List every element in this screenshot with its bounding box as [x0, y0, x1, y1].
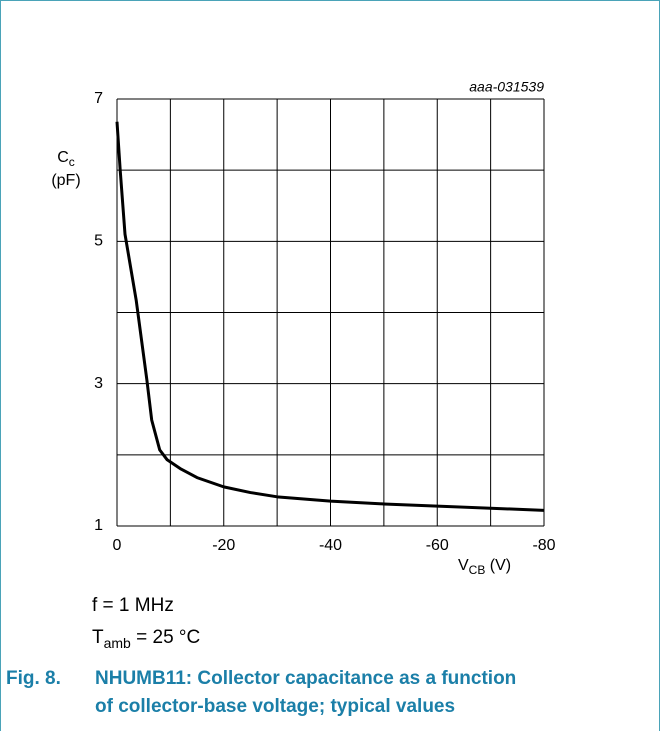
condition: Tamb = 25 °C [92, 627, 200, 651]
x-symbol: V [458, 557, 469, 574]
y-tick-label: 7 [94, 90, 103, 107]
figure-code: aaa-031539 [469, 79, 544, 95]
condition: f = 1 MHz [92, 595, 174, 616]
y-tick-label: 3 [94, 375, 103, 392]
y-axis-label: Cc [57, 149, 75, 169]
x-tick-label: -40 [319, 537, 342, 554]
y-tick-label: 1 [94, 517, 103, 534]
x-axis-label: VCB (V) [458, 557, 511, 577]
curve [115, 121, 545, 512]
x-tick-label: -80 [532, 537, 555, 554]
cond-symbol: T [92, 627, 104, 648]
caption-line: NHUMB11: Collector capacitance as a func… [95, 668, 516, 689]
cond-subscript: amb [104, 635, 131, 651]
x-tick-label: -60 [426, 537, 449, 554]
caption-number: Fig. 8. [6, 668, 61, 689]
x-subscript: CB [469, 563, 486, 577]
x-unit: (V) [490, 557, 511, 574]
x-tick-label: 0 [113, 537, 122, 554]
x-tick-label: -20 [212, 537, 235, 554]
y-symbol: C [57, 149, 69, 166]
y-tick-label: 5 [94, 233, 103, 250]
cond-text: = 25 °C [131, 627, 200, 648]
caption-line: of collector-base voltage; typical value… [95, 696, 455, 717]
y-axis-unit: (pF) [51, 172, 80, 189]
y-subscript: c [69, 155, 75, 169]
